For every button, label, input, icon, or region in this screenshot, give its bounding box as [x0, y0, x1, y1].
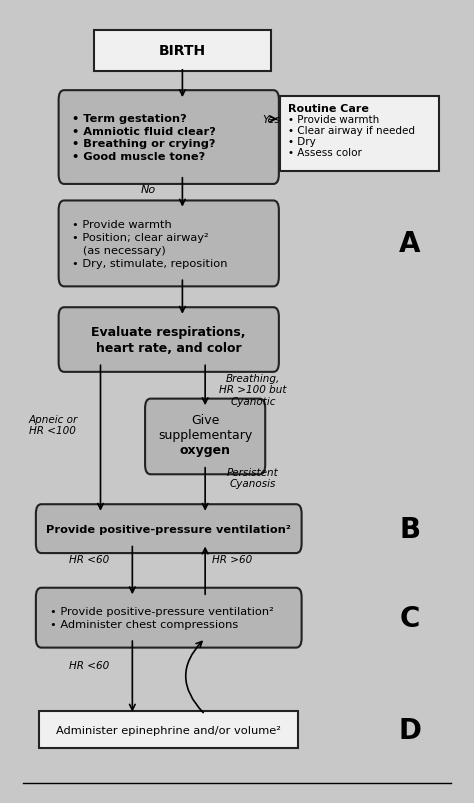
FancyBboxPatch shape [145, 399, 265, 475]
Text: • Clear airway if needed: • Clear airway if needed [288, 126, 415, 136]
Text: • Provide warmth: • Provide warmth [288, 115, 379, 124]
Text: Provide positive-pressure ventilation²: Provide positive-pressure ventilation² [46, 524, 291, 534]
Text: Apneic or
HR <100: Apneic or HR <100 [28, 414, 77, 436]
FancyBboxPatch shape [59, 202, 279, 287]
Text: oxygen: oxygen [180, 443, 231, 456]
Text: • Dry: • Dry [288, 137, 316, 147]
Text: • Provide positive-pressure ventilation²
• Administer chest compressions: • Provide positive-pressure ventilation²… [49, 606, 273, 630]
Text: D: D [399, 715, 421, 744]
Text: A: A [399, 230, 420, 258]
FancyBboxPatch shape [39, 711, 299, 748]
Text: Breathing,
HR >100 but
Cyanotic: Breathing, HR >100 but Cyanotic [219, 373, 287, 406]
Text: Persistent
Cyanosis: Persistent Cyanosis [227, 467, 279, 488]
FancyBboxPatch shape [36, 588, 301, 648]
FancyBboxPatch shape [59, 91, 279, 185]
Text: Give: Give [191, 414, 219, 426]
Text: HR >60: HR >60 [212, 554, 253, 564]
Text: BIRTH: BIRTH [159, 44, 206, 59]
Text: • Provide warmth
• Position; clear airway²
   (as necessary)
• Dry, stimulate, r: • Provide warmth • Position; clear airwa… [72, 220, 228, 268]
Text: Routine Care: Routine Care [288, 104, 369, 114]
Text: Evaluate respirations,
heart rate, and color: Evaluate respirations, heart rate, and c… [91, 325, 246, 355]
Text: • Term gestation?
• Amniotic fluid clear?
• Breathing or crying?
• Good muscle t: • Term gestation? • Amniotic fluid clear… [72, 114, 216, 162]
Text: HR <60: HR <60 [69, 660, 109, 671]
FancyBboxPatch shape [94, 31, 271, 71]
Text: supplementary: supplementary [158, 428, 252, 442]
Text: Administer epinephrine and/or volume²: Administer epinephrine and/or volume² [56, 724, 281, 735]
FancyBboxPatch shape [280, 96, 439, 171]
Text: B: B [400, 515, 420, 543]
Text: • Assess color: • Assess color [288, 148, 362, 158]
FancyBboxPatch shape [59, 308, 279, 373]
Text: No: No [141, 185, 156, 195]
Text: HR <60: HR <60 [69, 554, 109, 564]
Text: Yes: Yes [262, 115, 280, 124]
FancyBboxPatch shape [36, 504, 301, 553]
Text: C: C [400, 604, 420, 632]
